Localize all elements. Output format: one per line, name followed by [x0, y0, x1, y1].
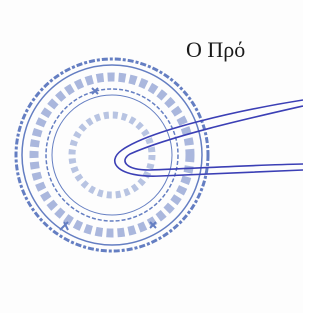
document-fragment: Ο Πρό	[0, 0, 303, 313]
heading-text: Ο Πρό	[186, 37, 245, 62]
page: {"document": {"text": "Ο Πρό"}} Ο Πρό ((…	[0, 0, 303, 313]
